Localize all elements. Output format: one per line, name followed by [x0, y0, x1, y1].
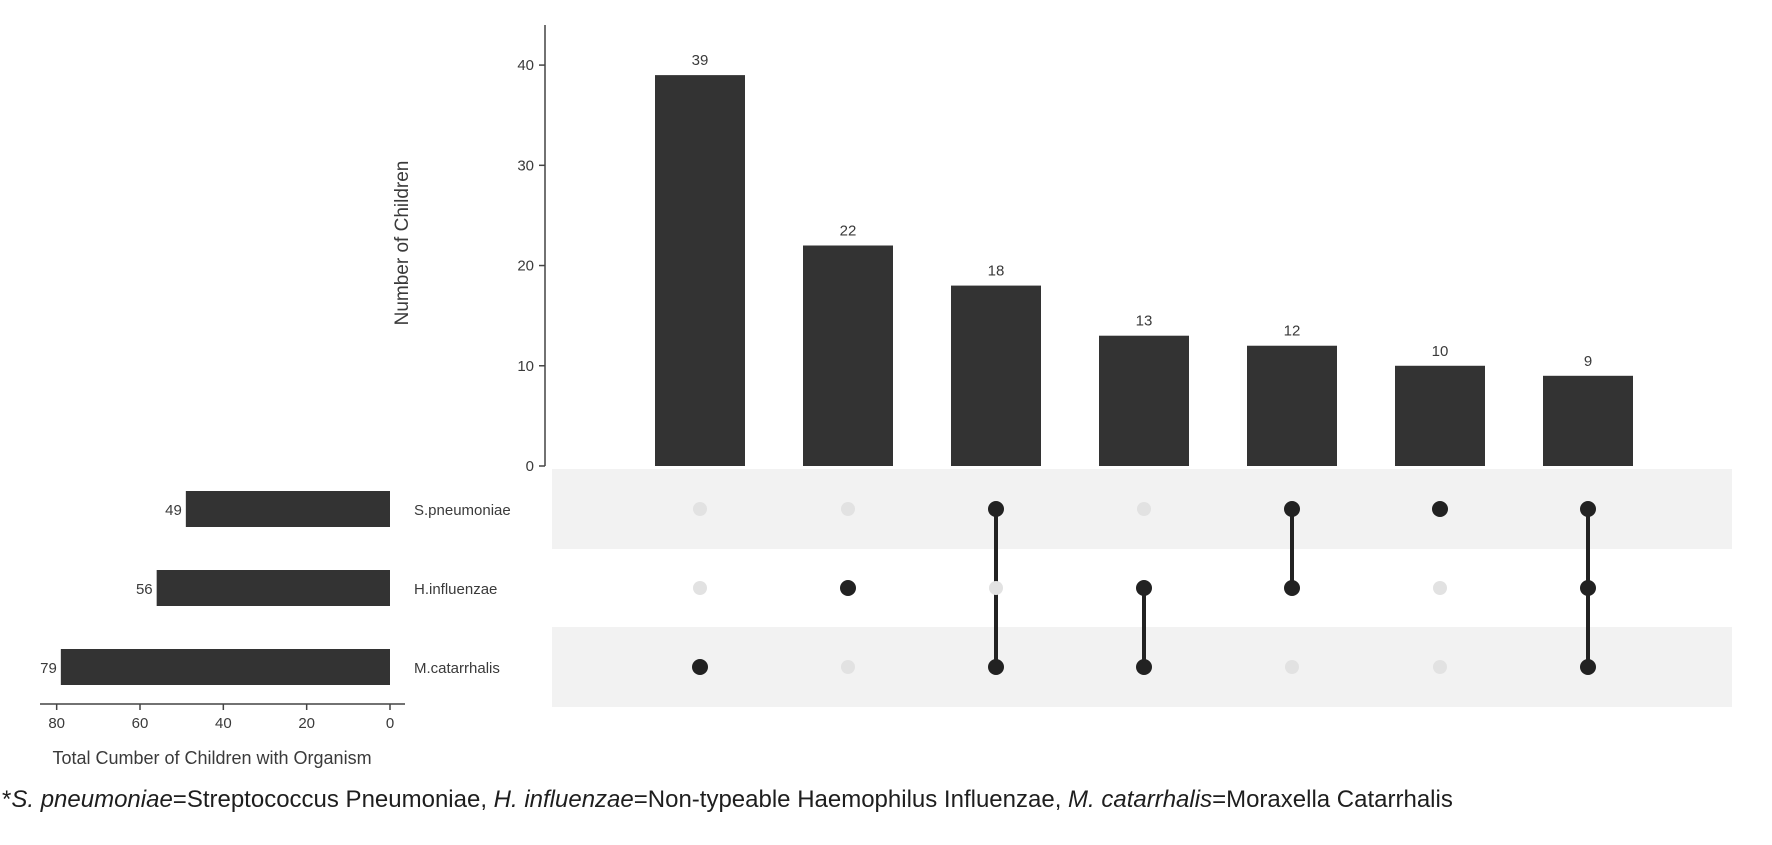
- set-axis-tick-label: 60: [132, 715, 149, 732]
- set-axis-tick-label: 40: [215, 715, 232, 732]
- matrix-dot-active: [840, 580, 856, 596]
- footnote-organism-abbrev: M. catarrhalis: [1068, 786, 1213, 813]
- y-tick-label: 20: [517, 258, 534, 275]
- y-tick-label: 40: [517, 57, 534, 74]
- bar-value-label: 39: [692, 52, 709, 69]
- set-size-bar: [185, 491, 390, 527]
- bar-value-label: 18: [988, 263, 1005, 280]
- footnote: *S. pneumoniae=Streptococcus Pneumoniae,…: [2, 786, 1767, 814]
- intersection-bar: [1099, 335, 1189, 466]
- matrix-dot-active: [1284, 501, 1300, 517]
- matrix-dot-inactive: [841, 660, 855, 674]
- set-size-bars: 49 56 79: [40, 491, 390, 685]
- bar-value-label: 22: [840, 223, 857, 240]
- matrix-dot-inactive: [693, 581, 707, 595]
- intersection-bar: [1395, 365, 1485, 466]
- set-size-label: 79: [40, 660, 57, 677]
- footnote-text: =Streptococcus Pneumoniae,: [172, 786, 494, 813]
- set-axis-tick-label: 80: [48, 715, 65, 732]
- y-tick-label: 30: [517, 157, 534, 174]
- matrix-dot-active: [988, 501, 1004, 517]
- y-tick-label: 0: [526, 458, 534, 475]
- y-axis-label: Number of Children: [392, 161, 413, 326]
- matrix-dot-active: [1432, 501, 1448, 517]
- footnote-text: =Non-typeable Haemophilus Influenzae,: [633, 786, 1069, 813]
- intersection-bars: [655, 75, 1633, 466]
- footnote-organism-abbrev: S. pneumoniae: [11, 786, 173, 813]
- y-tick-label: 10: [517, 358, 534, 375]
- bar-value-label: 9: [1584, 353, 1592, 370]
- membership-matrix: [692, 501, 1596, 675]
- intersection-bar: [1247, 345, 1337, 466]
- intersection-bar: [803, 245, 893, 466]
- intersection-bar: [951, 285, 1041, 466]
- set-axis-tick-label: 20: [298, 715, 315, 732]
- footnote-text: =Moraxella Catarrhalis: [1212, 786, 1453, 813]
- matrix-dot-active: [1580, 580, 1596, 596]
- footnote-text: *: [2, 786, 12, 813]
- set-size-bar: [156, 570, 390, 606]
- intersection-bar: [655, 75, 745, 466]
- matrix-dot-inactive: [1137, 502, 1151, 516]
- set-labels: S.pneumoniae H.influenzae M.catarrhalis: [414, 502, 511, 677]
- matrix-dot-inactive: [1433, 660, 1447, 674]
- set-label: S.pneumoniae: [414, 502, 511, 519]
- bar-value-label: 13: [1136, 313, 1153, 330]
- matrix-dot-active: [1136, 659, 1152, 675]
- matrix-dot-active: [988, 659, 1004, 675]
- set-size-label: 56: [136, 581, 153, 598]
- matrix-dot-active: [1284, 580, 1300, 596]
- set-label: M.catarrhalis: [414, 660, 500, 677]
- matrix-dot-active: [1580, 659, 1596, 675]
- set-size-label: 49: [165, 502, 182, 519]
- matrix-dot-active: [1136, 580, 1152, 596]
- matrix-dot-inactive: [841, 502, 855, 516]
- set-size-axis-label: Total Cumber of Children with Organism: [52, 748, 371, 768]
- set-size-bar: [60, 649, 390, 685]
- set-label: H.influenzae: [414, 581, 497, 598]
- y-axis: 0 10 20 30 40: [517, 25, 546, 475]
- bar-value-label: 12: [1284, 323, 1301, 340]
- intersection-bar: [1543, 375, 1633, 466]
- set-axis-tick-label: 0: [386, 715, 394, 732]
- set-size-axis: 80 60 40 20 0: [40, 703, 405, 732]
- matrix-dot-inactive: [989, 581, 1003, 595]
- matrix-dot-active: [692, 659, 708, 675]
- bar-value-labels: 39 22 18 13 12 10 9: [692, 52, 1593, 370]
- matrix-dot-inactive: [1433, 581, 1447, 595]
- matrix-dot-inactive: [693, 502, 707, 516]
- matrix-dot-active: [1580, 501, 1596, 517]
- matrix-dot-inactive: [1285, 660, 1299, 674]
- footnote-organism-abbrev: H. influenzae: [493, 786, 634, 813]
- bar-value-label: 10: [1432, 343, 1449, 360]
